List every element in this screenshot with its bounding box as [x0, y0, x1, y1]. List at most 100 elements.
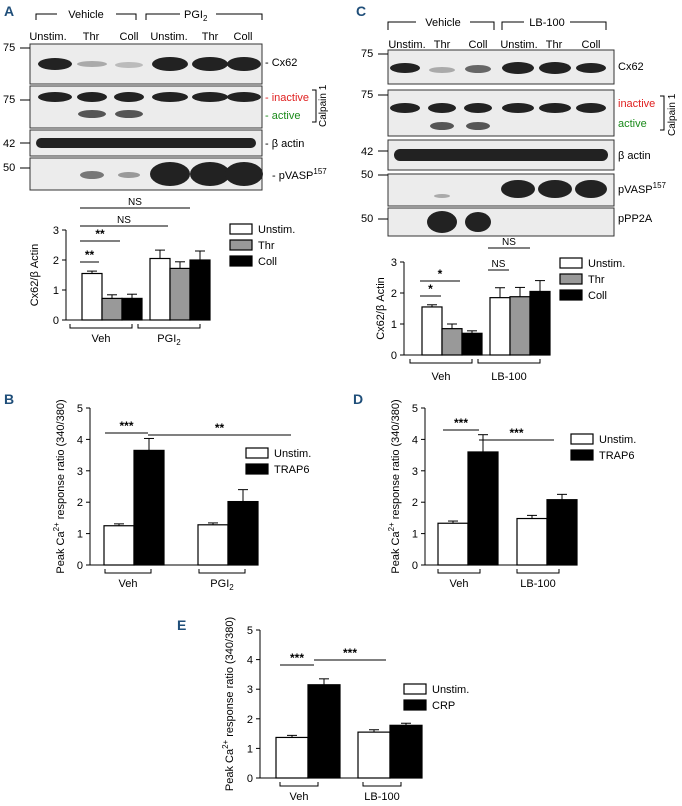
- bar: [389, 724, 423, 779]
- legend-label: Unstim.: [432, 684, 469, 696]
- legend-label: Unstim.: [274, 448, 311, 460]
- mw-marker: 75: [3, 42, 15, 54]
- bracket-pgi2-a: [145, 13, 263, 20]
- legend-label: TRAP6: [599, 450, 634, 462]
- y-tick-label: 3: [53, 225, 59, 237]
- significance-label: ***: [343, 646, 357, 660]
- significance-label: ***: [454, 416, 468, 430]
- lane-label: Thr: [546, 39, 563, 51]
- bar: [149, 257, 171, 321]
- legend-swatch: [570, 433, 594, 445]
- bar: [307, 684, 341, 779]
- legend-swatch: [245, 463, 269, 475]
- y-tick-label: 0: [391, 350, 397, 362]
- group-label: LB-100: [364, 791, 399, 803]
- group-label: Veh: [92, 333, 111, 345]
- bar: [546, 499, 578, 566]
- y-tick-label: 4: [412, 434, 418, 446]
- panel-c-blot: C Vehicle LB-100 Unstim. Thr Coll Unstim…: [356, 3, 678, 237]
- bracket-calpain-c: [660, 95, 665, 131]
- y-tick-label: 5: [247, 625, 253, 637]
- lane-label: Unstim.: [388, 39, 425, 51]
- significance-label: *: [438, 267, 443, 281]
- group-label: LB-100: [520, 578, 555, 590]
- bar: [227, 500, 259, 566]
- group-bracket: [477, 359, 541, 364]
- bar: [103, 525, 135, 566]
- y-tick-label: 0: [77, 560, 83, 572]
- blot-ppp2a-c: [387, 207, 615, 237]
- mw-ticks-c: [378, 53, 388, 220]
- significance-label: **: [95, 227, 105, 241]
- bands-a: [36, 57, 263, 186]
- mw-marker: 50: [361, 169, 373, 181]
- significance-label: **: [215, 421, 225, 435]
- significance-label: NS: [492, 259, 506, 270]
- lane-label: Coll: [469, 39, 488, 51]
- y-tick-label: 3: [412, 466, 418, 478]
- chart-e: 0 1 2 3 4 5 Peak Ca2+ response ratio (340/380)…: [221, 617, 469, 803]
- y-axis-label: Cx62/β Actin: [375, 277, 387, 340]
- group-bracket: [69, 324, 133, 329]
- group-lb100-c: LB-100: [529, 17, 564, 29]
- significance-label: **: [85, 248, 95, 262]
- legend-label: Coll: [588, 290, 607, 302]
- bar: [169, 267, 191, 321]
- bar: [357, 731, 391, 779]
- y-tick-label: 1: [53, 285, 59, 297]
- bands-c: [390, 62, 608, 233]
- y-tick-label: 3: [391, 257, 397, 269]
- y-axis-label: Cx62/β Actin: [29, 244, 41, 307]
- band-label-inactive: inactive: [618, 98, 655, 110]
- group-bracket: [409, 359, 473, 364]
- chart-b: 0 1 2 3 4 5 Peak Ca2+ response ratio (340/380)…: [52, 399, 311, 592]
- legend-label: Thr: [588, 274, 605, 286]
- legend-label: Unstim.: [599, 434, 636, 446]
- lane-label: Unstim.: [500, 39, 537, 51]
- y-tick-label: 1: [77, 529, 83, 541]
- bar: [467, 451, 499, 566]
- legend-swatch: [229, 223, 253, 235]
- significance-label: ***: [119, 419, 133, 433]
- band-label-inactive: - inactive: [265, 92, 309, 104]
- significance-label: NS: [117, 215, 131, 226]
- bracket-vehicle-a: [35, 13, 137, 20]
- y-tick-label: 0: [53, 315, 59, 327]
- lane-label: Unstim.: [150, 31, 187, 43]
- group-label: Veh: [290, 791, 309, 803]
- band-label-cx62: - Cx62: [265, 57, 297, 69]
- bar: [509, 296, 531, 356]
- bar: [133, 449, 165, 566]
- legend-label: Coll: [258, 256, 277, 268]
- group-bracket: [279, 782, 319, 787]
- bar: [437, 522, 469, 566]
- y-tick-label: 4: [247, 655, 253, 667]
- bar: [516, 517, 548, 566]
- group-bracket: [362, 782, 402, 787]
- mw-marker: 75: [361, 48, 373, 60]
- lane-label: Thr: [202, 31, 219, 43]
- band-label-calpain: Calpain 1: [667, 93, 678, 136]
- legend-swatch: [559, 273, 583, 285]
- y-tick-label: 2: [53, 255, 59, 267]
- significance-label: *: [428, 282, 433, 296]
- chart-d: 0 1 2 3 4 5 Peak Ca2+ response ratio (340/380)…: [387, 399, 636, 590]
- band-label-calpain: Calpain 1: [318, 84, 329, 127]
- bracket-vehicle-c: [387, 21, 495, 30]
- y-tick-label: 0: [247, 773, 253, 785]
- blot-calpain-c: [387, 89, 615, 137]
- significance-label: NS: [128, 197, 142, 208]
- legend-swatch: [229, 239, 253, 251]
- panel-letter-a: A: [4, 3, 14, 19]
- bar: [489, 297, 511, 356]
- legend-label: Thr: [258, 240, 275, 252]
- bar: [189, 259, 211, 321]
- y-tick-label: 1: [412, 529, 418, 541]
- significance-label: NS: [502, 237, 516, 248]
- y-axis-label: Peak Ca2+ response ratio (340/380): [387, 399, 402, 573]
- bar: [121, 297, 143, 321]
- band-label-active: - active: [265, 110, 300, 122]
- bar: [275, 736, 309, 779]
- bar: [441, 328, 463, 356]
